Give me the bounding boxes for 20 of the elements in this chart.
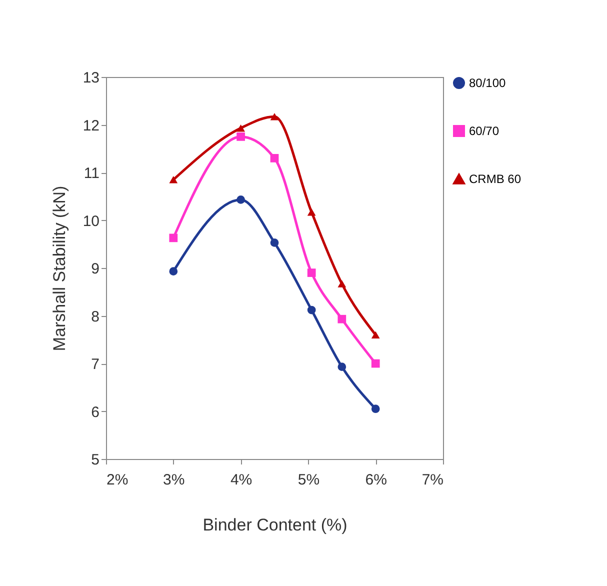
y-tick-label: 13 <box>82 70 100 86</box>
x-tick-label: 6% <box>365 472 387 488</box>
y-tick-label: 12 <box>82 117 100 134</box>
y-tick-label: 11 <box>84 165 100 182</box>
y-tick-label: 7 <box>91 356 100 373</box>
x-tick-label: 3% <box>163 472 185 488</box>
x-tick-label: 5% <box>298 472 320 488</box>
y-tick-label: 6 <box>91 404 100 421</box>
legend-label: CRMB 60 <box>469 172 522 186</box>
y-tick-label: 10 <box>82 212 100 230</box>
x-tick-label: 7% <box>422 472 444 488</box>
x-tick-label: 4% <box>230 472 252 488</box>
y-axis-title: Marshall Stability (kN) <box>50 186 69 352</box>
legend-label: 60/70 <box>469 124 500 138</box>
x-axis-title: Binder Content (%) <box>202 516 348 534</box>
y-tick-label: 5 <box>91 452 100 468</box>
x-tick-label: 2% <box>106 472 128 488</box>
y-tick-label: 8 <box>91 308 100 326</box>
y-tick-label: 9 <box>91 260 100 278</box>
legend-label: 80/100 <box>469 76 506 90</box>
